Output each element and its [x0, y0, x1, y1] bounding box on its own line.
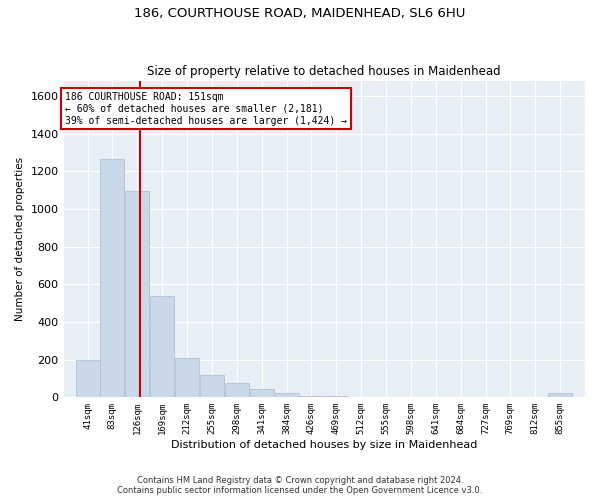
Y-axis label: Number of detached properties: Number of detached properties — [15, 157, 25, 322]
Bar — [125, 191, 149, 398]
Text: Contains HM Land Registry data © Crown copyright and database right 2024.
Contai: Contains HM Land Registry data © Crown c… — [118, 476, 482, 495]
X-axis label: Distribution of detached houses by size in Maidenhead: Distribution of detached houses by size … — [171, 440, 478, 450]
Bar — [200, 374, 224, 398]
Bar — [76, 360, 100, 398]
Bar — [324, 396, 349, 398]
Bar — [225, 383, 249, 398]
Bar — [275, 393, 299, 398]
Text: 186, COURTHOUSE ROAD, MAIDENHEAD, SL6 6HU: 186, COURTHOUSE ROAD, MAIDENHEAD, SL6 6H… — [134, 8, 466, 20]
Title: Size of property relative to detached houses in Maidenhead: Size of property relative to detached ho… — [148, 66, 501, 78]
Bar — [175, 358, 199, 398]
Bar — [299, 396, 323, 398]
Bar — [349, 396, 373, 398]
Bar — [250, 390, 274, 398]
Text: 186 COURTHOUSE ROAD: 151sqm
← 60% of detached houses are smaller (2,181)
39% of : 186 COURTHOUSE ROAD: 151sqm ← 60% of det… — [65, 92, 347, 126]
Bar — [100, 159, 124, 398]
Bar — [548, 393, 572, 398]
Bar — [150, 296, 175, 398]
